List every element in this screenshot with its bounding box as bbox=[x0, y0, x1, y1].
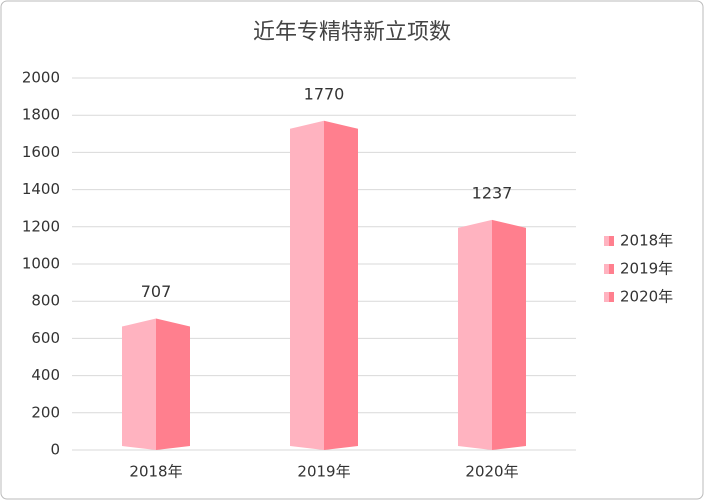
bar-right-face bbox=[492, 219, 526, 450]
y-tick-label: 800 bbox=[31, 292, 60, 310]
y-tick-label: 1600 bbox=[22, 143, 60, 161]
data-label: 1770 bbox=[304, 84, 345, 103]
legend-swatch bbox=[604, 292, 614, 302]
bar bbox=[290, 120, 358, 450]
y-tick-label: 1200 bbox=[22, 217, 60, 235]
legend-label: 2020年 bbox=[620, 288, 673, 306]
bar bbox=[458, 219, 526, 450]
chart-title: 近年专精特新立项数 bbox=[253, 20, 451, 45]
y-tick-label: 1400 bbox=[22, 180, 60, 198]
bar-left-face bbox=[122, 318, 156, 450]
legend-label: 2018年 bbox=[620, 232, 673, 250]
bar bbox=[122, 318, 190, 450]
y-tick-label: 400 bbox=[31, 366, 60, 384]
bar-left-face bbox=[290, 120, 324, 450]
legend-label: 2019年 bbox=[620, 260, 673, 278]
y-tick-label: 200 bbox=[31, 403, 60, 421]
x-tick-label: 2019年 bbox=[297, 463, 350, 481]
x-tick-label: 2020年 bbox=[465, 463, 518, 481]
legend-swatch bbox=[604, 264, 614, 274]
data-label: 1237 bbox=[472, 183, 513, 202]
x-tick-label: 2018年 bbox=[129, 463, 182, 481]
y-tick-label: 600 bbox=[31, 329, 60, 347]
y-tick-label: 1800 bbox=[22, 106, 60, 124]
y-tick-label: 0 bbox=[50, 441, 60, 459]
y-tick-label: 1000 bbox=[22, 255, 60, 273]
bar-right-face bbox=[156, 318, 190, 450]
legend-swatch bbox=[604, 236, 614, 246]
y-tick-label: 2000 bbox=[22, 69, 60, 87]
bar-left-face bbox=[458, 219, 492, 450]
data-label: 707 bbox=[141, 282, 172, 301]
bar-right-face bbox=[324, 120, 358, 450]
